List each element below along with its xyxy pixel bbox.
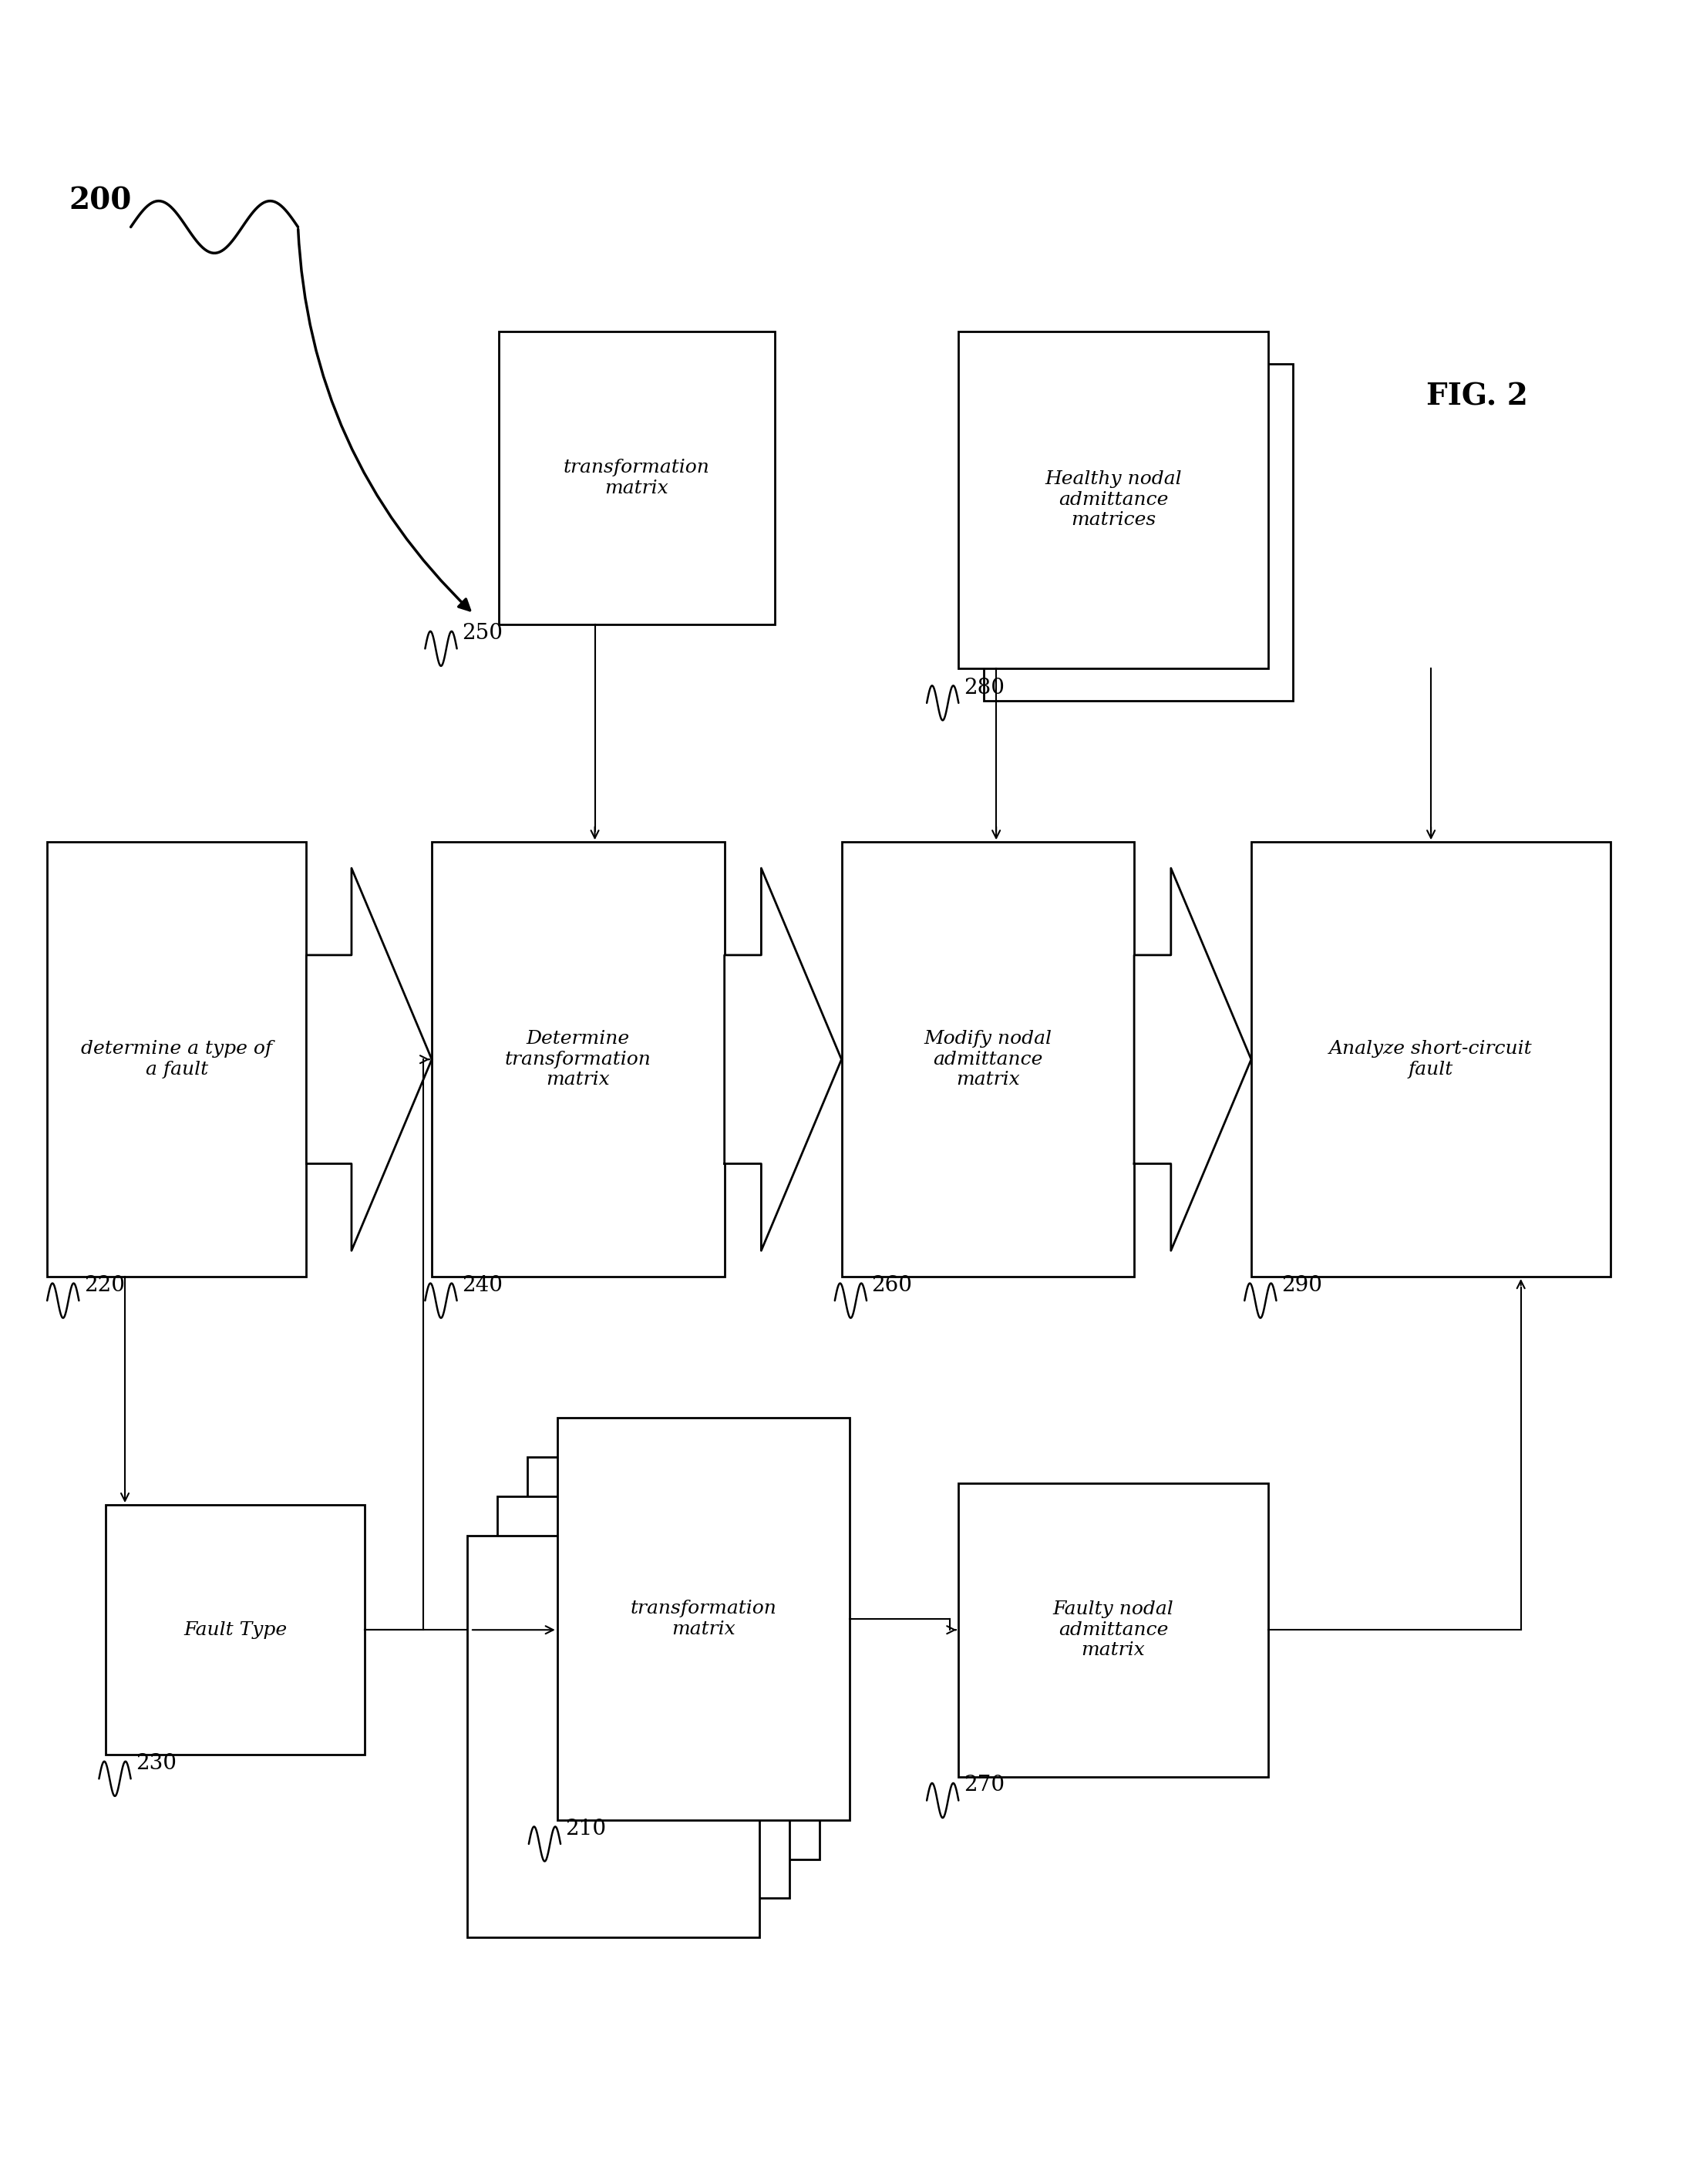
FancyBboxPatch shape: [466, 1535, 759, 1937]
Text: 200: 200: [69, 186, 131, 216]
Text: Determine
transformation
matrix: Determine transformation matrix: [505, 1031, 651, 1090]
FancyBboxPatch shape: [983, 365, 1293, 701]
FancyBboxPatch shape: [959, 1483, 1267, 1776]
Text: Healthy nodal
admittance
matrices: Healthy nodal admittance matrices: [1045, 470, 1181, 529]
FancyBboxPatch shape: [527, 1457, 820, 1859]
FancyBboxPatch shape: [433, 843, 724, 1278]
Text: 240: 240: [461, 1275, 503, 1295]
FancyBboxPatch shape: [47, 843, 306, 1278]
FancyBboxPatch shape: [1250, 843, 1611, 1278]
Polygon shape: [306, 869, 433, 1251]
FancyBboxPatch shape: [496, 1496, 789, 1898]
Text: 290: 290: [1281, 1275, 1323, 1295]
Text: 260: 260: [872, 1275, 912, 1295]
Text: 220: 220: [84, 1275, 125, 1295]
Text: 230: 230: [136, 1754, 177, 1773]
Text: 270: 270: [964, 1776, 1005, 1795]
FancyBboxPatch shape: [842, 843, 1134, 1278]
Polygon shape: [724, 869, 842, 1251]
FancyBboxPatch shape: [557, 1417, 850, 1819]
Text: Analyze short-circuit
fault: Analyze short-circuit fault: [1330, 1040, 1533, 1079]
Text: transformation
matrix: transformation matrix: [564, 459, 710, 498]
Text: 250: 250: [461, 622, 503, 644]
FancyBboxPatch shape: [959, 332, 1267, 668]
Text: Modify nodal
admittance
matrix: Modify nodal admittance matrix: [924, 1031, 1052, 1090]
Text: FIG. 2: FIG. 2: [1426, 382, 1528, 411]
Text: 280: 280: [964, 677, 1005, 699]
Text: determine a type of
a fault: determine a type of a fault: [81, 1040, 273, 1079]
FancyBboxPatch shape: [498, 332, 774, 625]
FancyBboxPatch shape: [106, 1505, 365, 1756]
Polygon shape: [1134, 869, 1250, 1251]
Text: 210: 210: [565, 1819, 606, 1839]
Text: Faulty nodal
admittance
matrix: Faulty nodal admittance matrix: [1054, 1601, 1173, 1660]
Text: transformation
matrix: transformation matrix: [631, 1601, 778, 1638]
Text: Fault Type: Fault Type: [183, 1621, 288, 1638]
